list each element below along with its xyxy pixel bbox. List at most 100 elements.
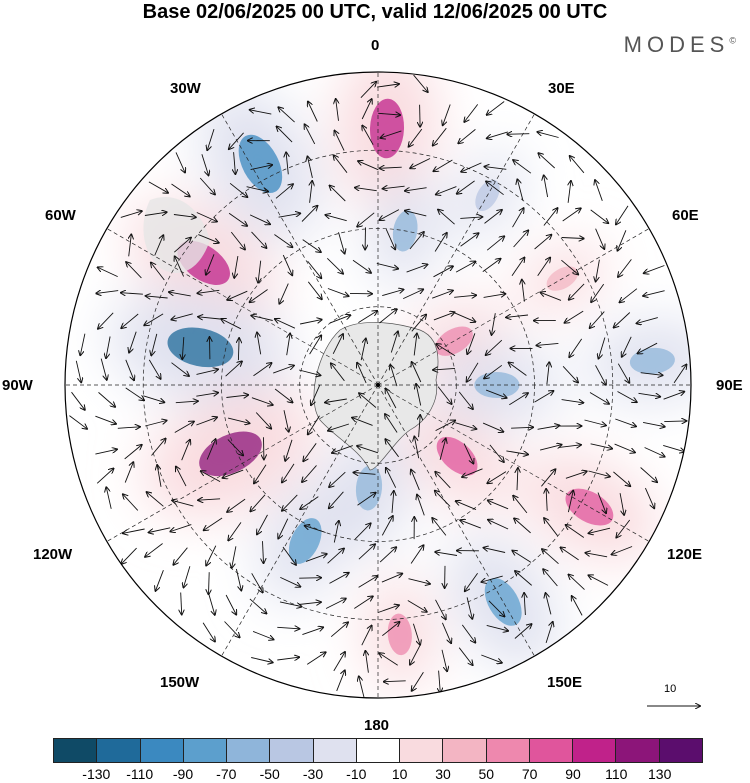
meridian-line — [106, 228, 379, 386]
wind-vector — [619, 493, 624, 515]
meridian-line — [377, 113, 535, 386]
wind-vector — [483, 294, 506, 298]
wind-vector — [206, 545, 217, 566]
wind-vector — [509, 363, 527, 376]
wind-vector — [379, 653, 398, 666]
wind-vector — [225, 594, 236, 615]
chart-title: Base 02/06/2025 00 UTC, valid 12/06/2025… — [142, 1, 608, 23]
lon-label-180: 180 — [364, 717, 390, 734]
wind-vector — [458, 391, 473, 409]
wind-vector — [274, 388, 292, 402]
colorbar-tick-label: -90 — [172, 766, 194, 782]
colorbar-tick-label: 90 — [565, 766, 581, 782]
meridian-line — [221, 384, 379, 657]
wind-vector — [327, 288, 349, 297]
wind-vector — [454, 295, 476, 297]
wind-vector — [171, 313, 193, 320]
wind-vector — [410, 644, 421, 665]
wind-vector — [311, 384, 321, 405]
wind-vector — [460, 217, 482, 219]
wind-vector — [234, 256, 239, 278]
wind-vector — [485, 389, 507, 398]
wind-vector — [250, 110, 272, 115]
wind-vector — [273, 366, 294, 374]
wind-vector — [329, 573, 349, 584]
wind-vector — [117, 427, 140, 429]
wind-vector — [382, 622, 399, 637]
lon-label-120w: 120W — [33, 546, 73, 563]
wind-vector — [175, 256, 185, 277]
wind-vector — [331, 363, 345, 382]
wind-vector — [144, 212, 167, 216]
wind-vector — [643, 290, 665, 296]
wind-vector — [507, 134, 530, 135]
wind-vector — [328, 423, 350, 431]
wind-vector — [566, 525, 585, 538]
wind-vector — [486, 624, 508, 630]
wind-vector — [227, 290, 248, 300]
wind-vector — [412, 671, 424, 691]
wind-vector — [333, 652, 345, 672]
wind-vector — [151, 263, 165, 281]
wind-vector — [352, 418, 373, 426]
wind-vector — [408, 578, 430, 584]
wind-vector — [308, 157, 313, 179]
wind-vector — [280, 576, 300, 586]
wind-vector — [618, 230, 627, 250]
wind-vector — [169, 292, 191, 297]
wind-vector — [590, 443, 613, 449]
wind-vector — [157, 465, 162, 487]
wind-vector — [120, 211, 142, 218]
wind-vector — [461, 162, 482, 172]
wind-vector — [589, 392, 609, 404]
anomaly-core — [484, 578, 522, 626]
wind-vector — [546, 593, 552, 615]
colorbar-tick-label: 30 — [435, 766, 451, 782]
wind-vector — [98, 312, 114, 329]
wind-vector — [614, 443, 635, 452]
wind-vector — [438, 210, 455, 225]
anomaly-field — [109, 72, 691, 691]
wind-vector — [559, 445, 581, 448]
wind-vector — [482, 259, 501, 272]
wind-vector — [457, 180, 475, 194]
lat-lon-grid — [65, 72, 691, 698]
wind-vector — [561, 548, 579, 561]
wind-vector — [300, 320, 322, 325]
wind-vector — [379, 309, 397, 324]
wind-vector — [524, 593, 525, 616]
anomaly-core — [629, 347, 675, 375]
wind-vector — [172, 500, 194, 507]
wind-vector — [252, 630, 273, 639]
wind-vector — [327, 549, 344, 564]
wind-vector — [234, 152, 236, 174]
wind-vector — [301, 206, 317, 222]
wind-vector — [455, 422, 476, 429]
wind-vector — [230, 231, 245, 249]
colorbar-tick-label: 10 — [391, 766, 408, 782]
wind-vector — [407, 600, 427, 612]
wind-vector — [286, 334, 290, 356]
wind-vector — [332, 334, 343, 355]
wind-vector — [227, 417, 249, 423]
wind-vector — [433, 266, 453, 278]
wind-vector — [100, 358, 107, 380]
wind-vector — [595, 180, 603, 201]
wind-vector — [378, 113, 400, 115]
wind-vector — [156, 570, 164, 591]
wind-vector — [229, 182, 247, 197]
wind-vector — [303, 443, 317, 461]
colorbar-tick-label: 50 — [478, 766, 495, 782]
wind-vector — [416, 384, 422, 406]
colorbar-swatch — [529, 739, 574, 762]
wind-vector — [487, 101, 505, 115]
wind-vector — [417, 495, 425, 516]
anomaly-core — [436, 436, 478, 476]
wind-vector — [325, 398, 347, 403]
wind-vector — [562, 208, 581, 222]
wind-vector — [308, 415, 320, 435]
wind-vector — [614, 312, 631, 328]
wind-vector — [357, 363, 367, 384]
meridian-line — [377, 384, 535, 657]
brand-name: MODES — [623, 32, 730, 57]
